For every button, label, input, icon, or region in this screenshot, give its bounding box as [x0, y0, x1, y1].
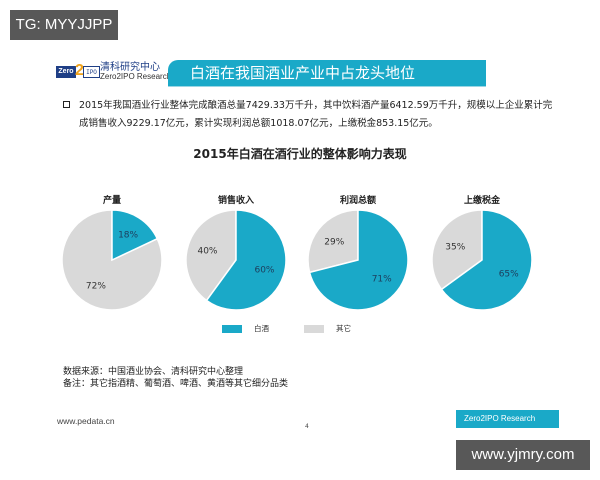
- slice-baijiu: [205, 209, 287, 311]
- slice-label-baijiu: 65%: [499, 270, 519, 280]
- slice-baijiu: [440, 209, 533, 311]
- slice-other: [307, 209, 359, 274]
- legend-label-baijiu: 白酒: [254, 324, 269, 333]
- pie-title: 利润总额: [339, 196, 376, 206]
- brand-name-cn: 清科研究中心: [100, 62, 160, 73]
- slide-title: 白酒在我国酒业产业中占龙头地位: [190, 64, 416, 82]
- slice-baijiu: [308, 209, 409, 311]
- slice-other: [431, 209, 483, 291]
- legend-item-other: 其它: [304, 323, 351, 334]
- pie-chart: 65% 35%: [431, 209, 533, 311]
- watermark-bottom: www.yjmry.com: [456, 440, 590, 470]
- logo-ipo: IPO: [83, 66, 100, 78]
- legend-label-other: 其它: [336, 324, 351, 333]
- brand-name-en: Zero2IPO Research: [100, 72, 172, 81]
- data-source-note: 数据来源：中国酒业协会、清科研究中心整理 备注：其它指酒精、葡萄酒、啤酒、黄酒等…: [63, 366, 288, 390]
- zero2ipo-logo: Zero 2 IPO: [56, 62, 100, 80]
- slice-label-baijiu: 60%: [254, 265, 274, 275]
- slice-label-baijiu: 71%: [372, 274, 392, 284]
- chart-title: 2015年白酒在酒行业的整体影响力表现: [193, 147, 407, 161]
- remark-line: 备注：其它指酒精、葡萄酒、啤酒、黄酒等其它细分品类: [63, 379, 289, 389]
- slice-label-baijiu: 18%: [118, 231, 138, 241]
- slice-label-other: 29%: [324, 238, 344, 248]
- logo-zero: Zero: [56, 66, 76, 78]
- footer-brand-badge: Zero2IPO Research: [456, 410, 559, 428]
- logo-two: 2: [75, 62, 84, 79]
- pie-chart: 18% 72%: [61, 209, 163, 311]
- watermark-top: TG: MYYJJPP: [10, 10, 118, 40]
- page-number: 4: [305, 423, 309, 430]
- title-underline: [168, 86, 486, 87]
- legend-item-baijiu: 白酒: [222, 323, 269, 334]
- pie-title: 产量: [102, 196, 121, 206]
- pie-chart: 60% 40%: [185, 209, 287, 311]
- pie-title: 销售收入: [217, 196, 254, 206]
- pie-title: 上缴税金: [463, 196, 500, 206]
- slice-label-other: 72%: [86, 281, 106, 291]
- slice-label-other: 35%: [445, 242, 465, 252]
- legend-swatch-other: [304, 324, 324, 333]
- square-bullet-icon: [63, 101, 70, 108]
- slice-label-other: 40%: [197, 247, 217, 257]
- summary-paragraph: 2015年我国酒业行业整体完成酿酒总量7429.33万千升，其中饮料酒产量641…: [79, 100, 553, 129]
- slice-other: [185, 209, 237, 302]
- pie-chart: 71% 29%: [307, 209, 409, 311]
- slice-baijiu: [111, 209, 159, 262]
- legend-swatch-baijiu: [222, 324, 242, 333]
- footer-website[interactable]: www.pedata.cn: [57, 416, 115, 426]
- source-line: 数据来源：中国酒业协会、清科研究中心整理: [63, 367, 244, 377]
- slide-title-bar: 白酒在我国酒业产业中占龙头地位: [168, 60, 486, 86]
